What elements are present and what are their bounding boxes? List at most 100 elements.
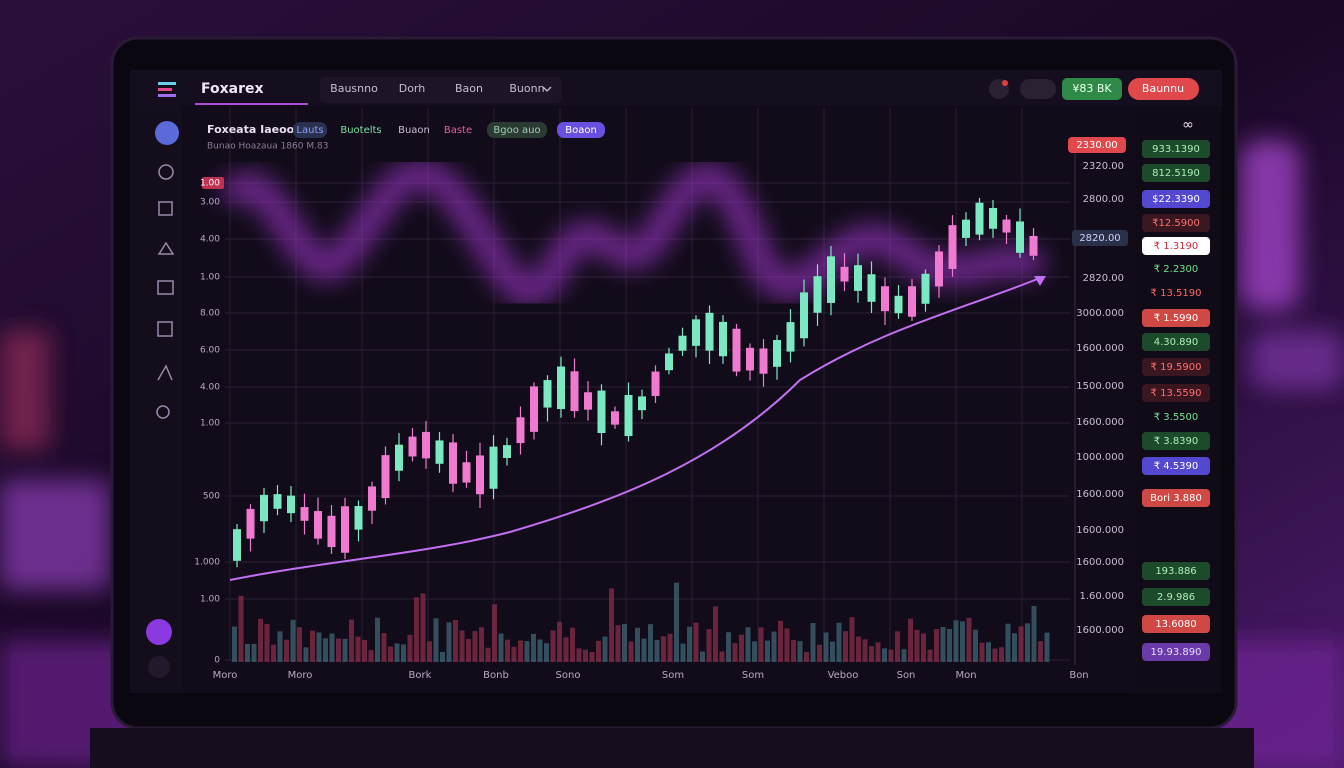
- x-axis-label: Moro: [288, 670, 313, 681]
- chart-tag[interactable]: Buaon: [398, 125, 430, 136]
- watchlist-item-bg[interactable]: [1142, 164, 1210, 182]
- volume-bar: [693, 622, 699, 662]
- nav-item[interactable]: Baon: [455, 82, 483, 95]
- sidebar-icon[interactable]: [157, 321, 173, 337]
- tag-bg[interactable]: [557, 122, 605, 138]
- watchlist-item[interactable]: 13.6080: [1155, 619, 1196, 630]
- watchlist-item-bg[interactable]: [1142, 333, 1210, 351]
- watchlist-item[interactable]: ₹12.5900: [1152, 218, 1200, 229]
- chart-tag[interactable]: Boaon: [565, 125, 597, 136]
- sidebar-icon[interactable]: [157, 280, 174, 295]
- volume-bar: [576, 648, 582, 662]
- watchlist-item[interactable]: Bori 3.880: [1150, 493, 1202, 504]
- candle-body: [246, 508, 255, 539]
- sidebar-icon[interactable]: [158, 164, 174, 180]
- volume-bar: [687, 626, 692, 662]
- right-axis-label: 3000.000: [1076, 308, 1124, 319]
- chart-tag[interactable]: Buotelts: [340, 125, 381, 136]
- volume-bar: [453, 620, 458, 662]
- watchlist-item-bg[interactable]: [1142, 384, 1210, 402]
- candle-body: [800, 292, 808, 339]
- volume-bar: [778, 620, 783, 662]
- tag-bg[interactable]: [293, 122, 327, 138]
- watchlist-item-bg[interactable]: [1142, 432, 1210, 450]
- volume-bar: [882, 648, 887, 662]
- action-button-bg[interactable]: [1128, 78, 1199, 100]
- watchlist-item[interactable]: ₹ 2.2300: [1154, 264, 1199, 275]
- watchlist-item-bg[interactable]: [1142, 190, 1210, 208]
- volume-bar: [524, 641, 530, 662]
- watchlist-item-bg[interactable]: [1142, 562, 1210, 580]
- volume-bar: [973, 629, 978, 662]
- candle-body: [422, 431, 430, 459]
- sidebar-icon[interactable]: [158, 201, 173, 216]
- watchlist-item[interactable]: 812.5190: [1152, 168, 1200, 179]
- candle-body: [260, 494, 268, 522]
- watchlist-item[interactable]: 2.9.986: [1157, 592, 1195, 603]
- balance-button-bg[interactable]: [1062, 78, 1122, 100]
- sidebar-icon[interactable]: [157, 241, 175, 255]
- volume-bar: [901, 649, 907, 662]
- account-menu[interactable]: [1020, 79, 1056, 99]
- action-button[interactable]: Baunnu: [1142, 82, 1184, 95]
- candle-body: [881, 286, 889, 312]
- sidebar-action[interactable]: [146, 619, 172, 645]
- volume-bar: [433, 618, 439, 662]
- right-axis-label: 1600.000: [1076, 525, 1124, 536]
- right-axis-label: 1500.000: [1076, 381, 1124, 392]
- candle-body: [300, 507, 309, 521]
- watchlist-item[interactable]: ₹ 3.5500: [1154, 412, 1199, 423]
- price-badge-current: 2820.00: [1079, 233, 1120, 244]
- avatar[interactable]: [155, 121, 179, 145]
- chart-tag[interactable]: Bgoo auo: [493, 125, 540, 136]
- balance-button[interactable]: ¥83 BK: [1072, 82, 1112, 95]
- watchlist-item[interactable]: ₹ 3.8390: [1154, 436, 1199, 447]
- watchlist-item[interactable]: ₹ 13.5590: [1151, 388, 1202, 399]
- watchlist-item-bg[interactable]: [1142, 140, 1210, 158]
- volume-bar: [264, 623, 270, 662]
- watchlist-item[interactable]: ₹ 1.3190: [1154, 241, 1199, 252]
- sidebar-icon[interactable]: [157, 364, 173, 381]
- watchlist-item[interactable]: ₹ 4.5390: [1154, 461, 1199, 472]
- ui-texts: Foxarex Bausnno Dorh Baon Buonn ¥83 BK Baunnu F…: [194, 81, 1210, 681]
- watchlist-item-bg[interactable]: [1142, 309, 1210, 327]
- nav-item[interactable]: Buonn: [509, 82, 544, 95]
- watchlist-item-bg[interactable]: [1142, 615, 1210, 633]
- watchlist-item-bg[interactable]: [1142, 457, 1210, 475]
- watchlist-item-bg[interactable]: [1142, 643, 1210, 661]
- watchlist-item-bg[interactable]: [1142, 214, 1210, 232]
- chart-tag[interactable]: Lauts: [296, 125, 323, 136]
- watchlist-item-bg[interactable]: [1142, 237, 1210, 255]
- watchlist-item[interactable]: 4.30.890: [1154, 337, 1199, 348]
- chart-tag[interactable]: Baste: [444, 125, 472, 136]
- sidebar-icon[interactable]: [156, 405, 170, 419]
- volume-bar: [810, 622, 816, 662]
- candle-body: [935, 251, 943, 287]
- volume-bar: [752, 641, 757, 662]
- candle-body: [503, 445, 511, 458]
- volume-bar: [999, 647, 1004, 662]
- tag-bg[interactable]: [487, 122, 547, 138]
- watchlist-item-bg[interactable]: [1142, 588, 1210, 606]
- nav-item[interactable]: Bausnno: [330, 82, 378, 95]
- watchlist-item[interactable]: ₹ 19.5900: [1151, 362, 1202, 373]
- volume-bar: [771, 631, 777, 662]
- sidebar-action[interactable]: [148, 656, 170, 678]
- volume-bar: [914, 629, 920, 662]
- watchlist-item-bg[interactable]: [1142, 358, 1210, 376]
- watchlist-item[interactable]: 19.93.890: [1151, 647, 1202, 658]
- candle-body: [449, 442, 457, 484]
- watchlist-item[interactable]: 933.1390: [1152, 144, 1200, 155]
- watchlist-item[interactable]: 193.886: [1155, 566, 1196, 577]
- light: [1240, 140, 1300, 310]
- watchlist-item[interactable]: ₹ 1.5990: [1154, 313, 1199, 324]
- volume-bar: [856, 636, 861, 662]
- watchlist-item-bg[interactable]: [1142, 489, 1210, 507]
- watchlist-item[interactable]: ₹ 13.5190: [1151, 288, 1202, 299]
- left-axis-label: 1.00: [200, 595, 220, 605]
- watchlist-item[interactable]: $22.3390: [1152, 194, 1200, 205]
- chart-title: Foxeata Iaeoo: [207, 123, 295, 136]
- nav-item[interactable]: Dorh: [399, 82, 426, 95]
- volume-bar: [869, 646, 874, 662]
- logo-icon: [158, 82, 176, 97]
